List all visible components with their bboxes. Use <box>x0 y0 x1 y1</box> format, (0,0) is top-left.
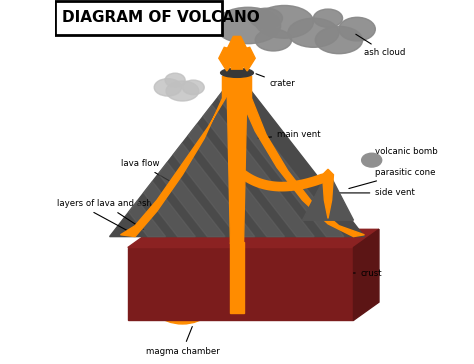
Polygon shape <box>188 124 284 237</box>
Ellipse shape <box>339 17 375 41</box>
Ellipse shape <box>250 8 283 28</box>
Text: magma chamber: magma chamber <box>146 327 219 356</box>
Polygon shape <box>203 105 314 237</box>
FancyBboxPatch shape <box>55 1 222 35</box>
Ellipse shape <box>220 68 254 78</box>
Ellipse shape <box>142 251 222 324</box>
Polygon shape <box>144 181 195 237</box>
Ellipse shape <box>362 153 382 167</box>
Polygon shape <box>230 242 244 313</box>
Text: layers of lava and ash: layers of lava and ash <box>57 199 152 230</box>
Polygon shape <box>354 229 379 320</box>
Ellipse shape <box>255 5 313 38</box>
Ellipse shape <box>288 18 339 47</box>
Text: main vent: main vent <box>258 130 321 139</box>
Polygon shape <box>219 47 233 71</box>
Polygon shape <box>218 86 344 237</box>
Polygon shape <box>128 248 354 320</box>
Polygon shape <box>129 201 165 237</box>
Polygon shape <box>237 67 365 237</box>
Ellipse shape <box>315 27 363 54</box>
Text: crust: crust <box>354 269 383 277</box>
Polygon shape <box>241 47 255 71</box>
Text: DIAGRAM OF VOLCANO: DIAGRAM OF VOLCANO <box>62 10 260 25</box>
Text: volcanic bomb: volcanic bomb <box>374 147 438 159</box>
Ellipse shape <box>165 73 185 87</box>
Text: ash cloud: ash cloud <box>356 34 406 57</box>
Text: crater: crater <box>256 74 295 88</box>
Polygon shape <box>302 171 354 220</box>
Polygon shape <box>226 36 248 69</box>
Text: parasitic cone: parasitic cone <box>349 169 436 189</box>
Polygon shape <box>120 67 237 237</box>
Polygon shape <box>109 73 365 237</box>
Polygon shape <box>322 169 334 218</box>
Polygon shape <box>128 229 379 248</box>
Ellipse shape <box>182 80 204 95</box>
Ellipse shape <box>313 9 343 27</box>
Ellipse shape <box>255 29 292 51</box>
Polygon shape <box>173 143 255 237</box>
Text: lava flow: lava flow <box>120 159 169 181</box>
Polygon shape <box>158 162 225 237</box>
Ellipse shape <box>215 7 281 44</box>
Text: side vent: side vent <box>320 189 415 197</box>
Ellipse shape <box>154 79 182 96</box>
Polygon shape <box>227 75 247 244</box>
Ellipse shape <box>166 81 199 101</box>
